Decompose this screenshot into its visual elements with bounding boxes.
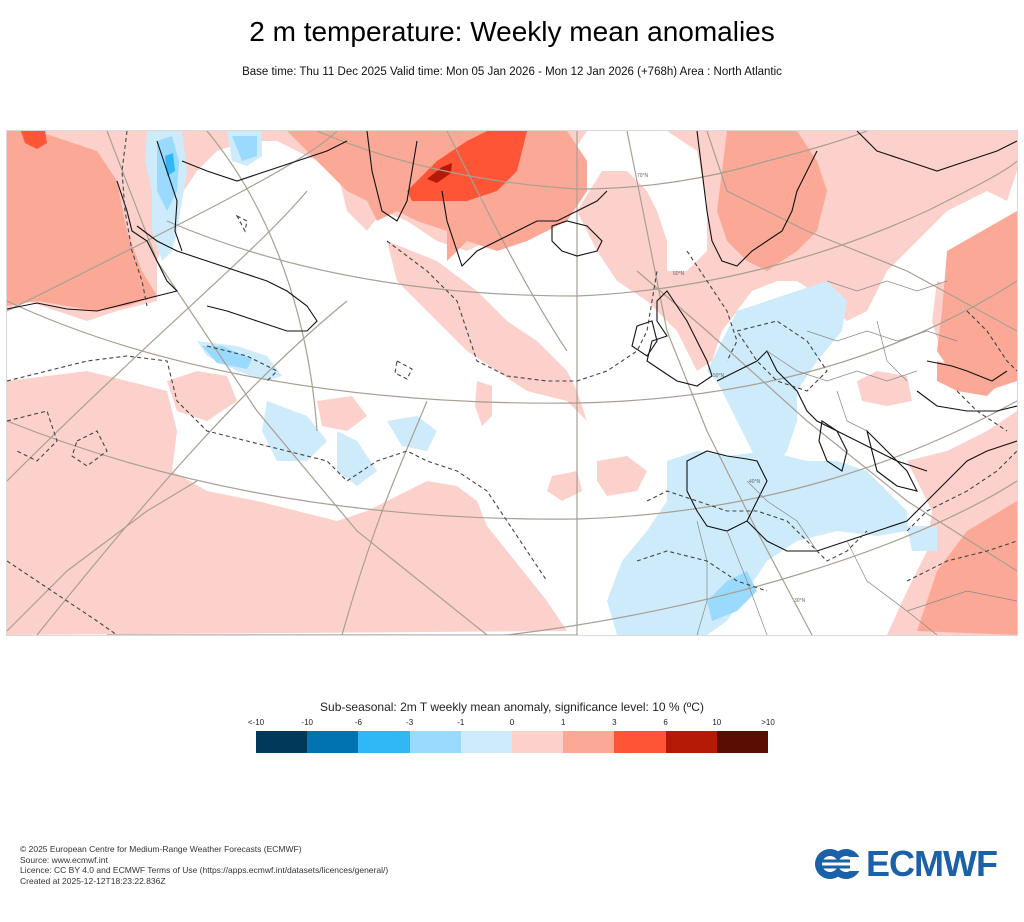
- legend-swatch-9: [716, 731, 769, 753]
- legend-tick-label: -10: [301, 718, 313, 727]
- legend-tick-label: 6: [663, 718, 668, 727]
- legend-swatch-3: [409, 731, 461, 753]
- anomaly-fill-1-to-3: [7, 131, 1017, 635]
- legend-title: Sub-seasonal: 2m T weekly mean anomaly, …: [320, 700, 704, 714]
- lat-label-70n: 70°N: [637, 173, 649, 179]
- color-legend: [256, 731, 769, 753]
- country-borders: [696, 280, 1017, 635]
- ecmwf-logo: ECMWF: [814, 846, 1006, 882]
- legend-tick-label: -6: [354, 718, 362, 727]
- footer-licence: Licence: CC BY 4.0 and ECMWF Terms of Us…: [20, 865, 389, 876]
- footer-credits: © 2025 European Centre for Medium-Range …: [20, 844, 388, 886]
- legend-tick-labels: <-10 -10 -6 -3 -1 0 1 3 6 10 >10: [248, 718, 775, 730]
- legend-swatch-6: [563, 731, 615, 753]
- latitude-labels: 70°N 60°N 50°N 40°N 30°N: [637, 173, 806, 604]
- footer-created: Created at 2025-12-12T18:23:22.836Z: [20, 875, 166, 886]
- legend-swatch-4: [460, 731, 513, 753]
- footer-copyright: © 2025 European Centre for Medium-Range …: [20, 844, 302, 854]
- ecmwf-logo-icon: [815, 849, 862, 879]
- graticule: [7, 131, 1017, 635]
- lat-label-30n: 30°N: [794, 598, 806, 604]
- legend-swatch-2: [358, 731, 410, 753]
- anomaly-fill-6-to-10: [427, 163, 452, 183]
- legend-tick-label: 0: [509, 718, 515, 727]
- lat-label-60n: 60°N: [673, 271, 685, 277]
- coastlines: [7, 131, 1017, 552]
- anomaly-fill-minus6-to-minus3: [165, 153, 175, 176]
- legend-swatch-5: [512, 731, 564, 753]
- anomaly-fill-3-to-6: [21, 131, 527, 201]
- lat-label-50n: 50°N: [713, 373, 725, 379]
- footer-source: Source: www.ecmwf.int: [20, 854, 108, 865]
- page-subtitle: Base time: Thu 11 Dec 2025 Valid time: M…: [242, 66, 782, 78]
- legend-tick-label: -1: [457, 718, 465, 727]
- legend-swatch-7: [614, 731, 666, 753]
- lat-label-40n: 40°N: [749, 479, 761, 485]
- legend-tick-label: 1: [560, 718, 566, 727]
- anomaly-map: 70°N 60°N 50°N 40°N 30°N: [6, 130, 1018, 636]
- page-title: 2 m temperature: Weekly mean anomalies: [249, 16, 775, 47]
- map-canvas: 70°N 60°N 50°N 40°N 30°N: [7, 131, 1017, 635]
- legend-swatch-8: [665, 731, 717, 753]
- ecmwf-logo-text: ECMWF: [866, 843, 998, 884]
- legend-tick-label: 10: [712, 718, 722, 727]
- legend-swatch-1: [307, 731, 359, 753]
- legend-tick-label: >10: [761, 718, 775, 727]
- significance-contours: [7, 131, 1017, 635]
- legend-tick-label: -3: [406, 718, 414, 727]
- legend-tick-label: 3: [612, 718, 617, 727]
- legend-swatch-0: [256, 731, 308, 753]
- legend-tick-label: <-10: [247, 718, 265, 727]
